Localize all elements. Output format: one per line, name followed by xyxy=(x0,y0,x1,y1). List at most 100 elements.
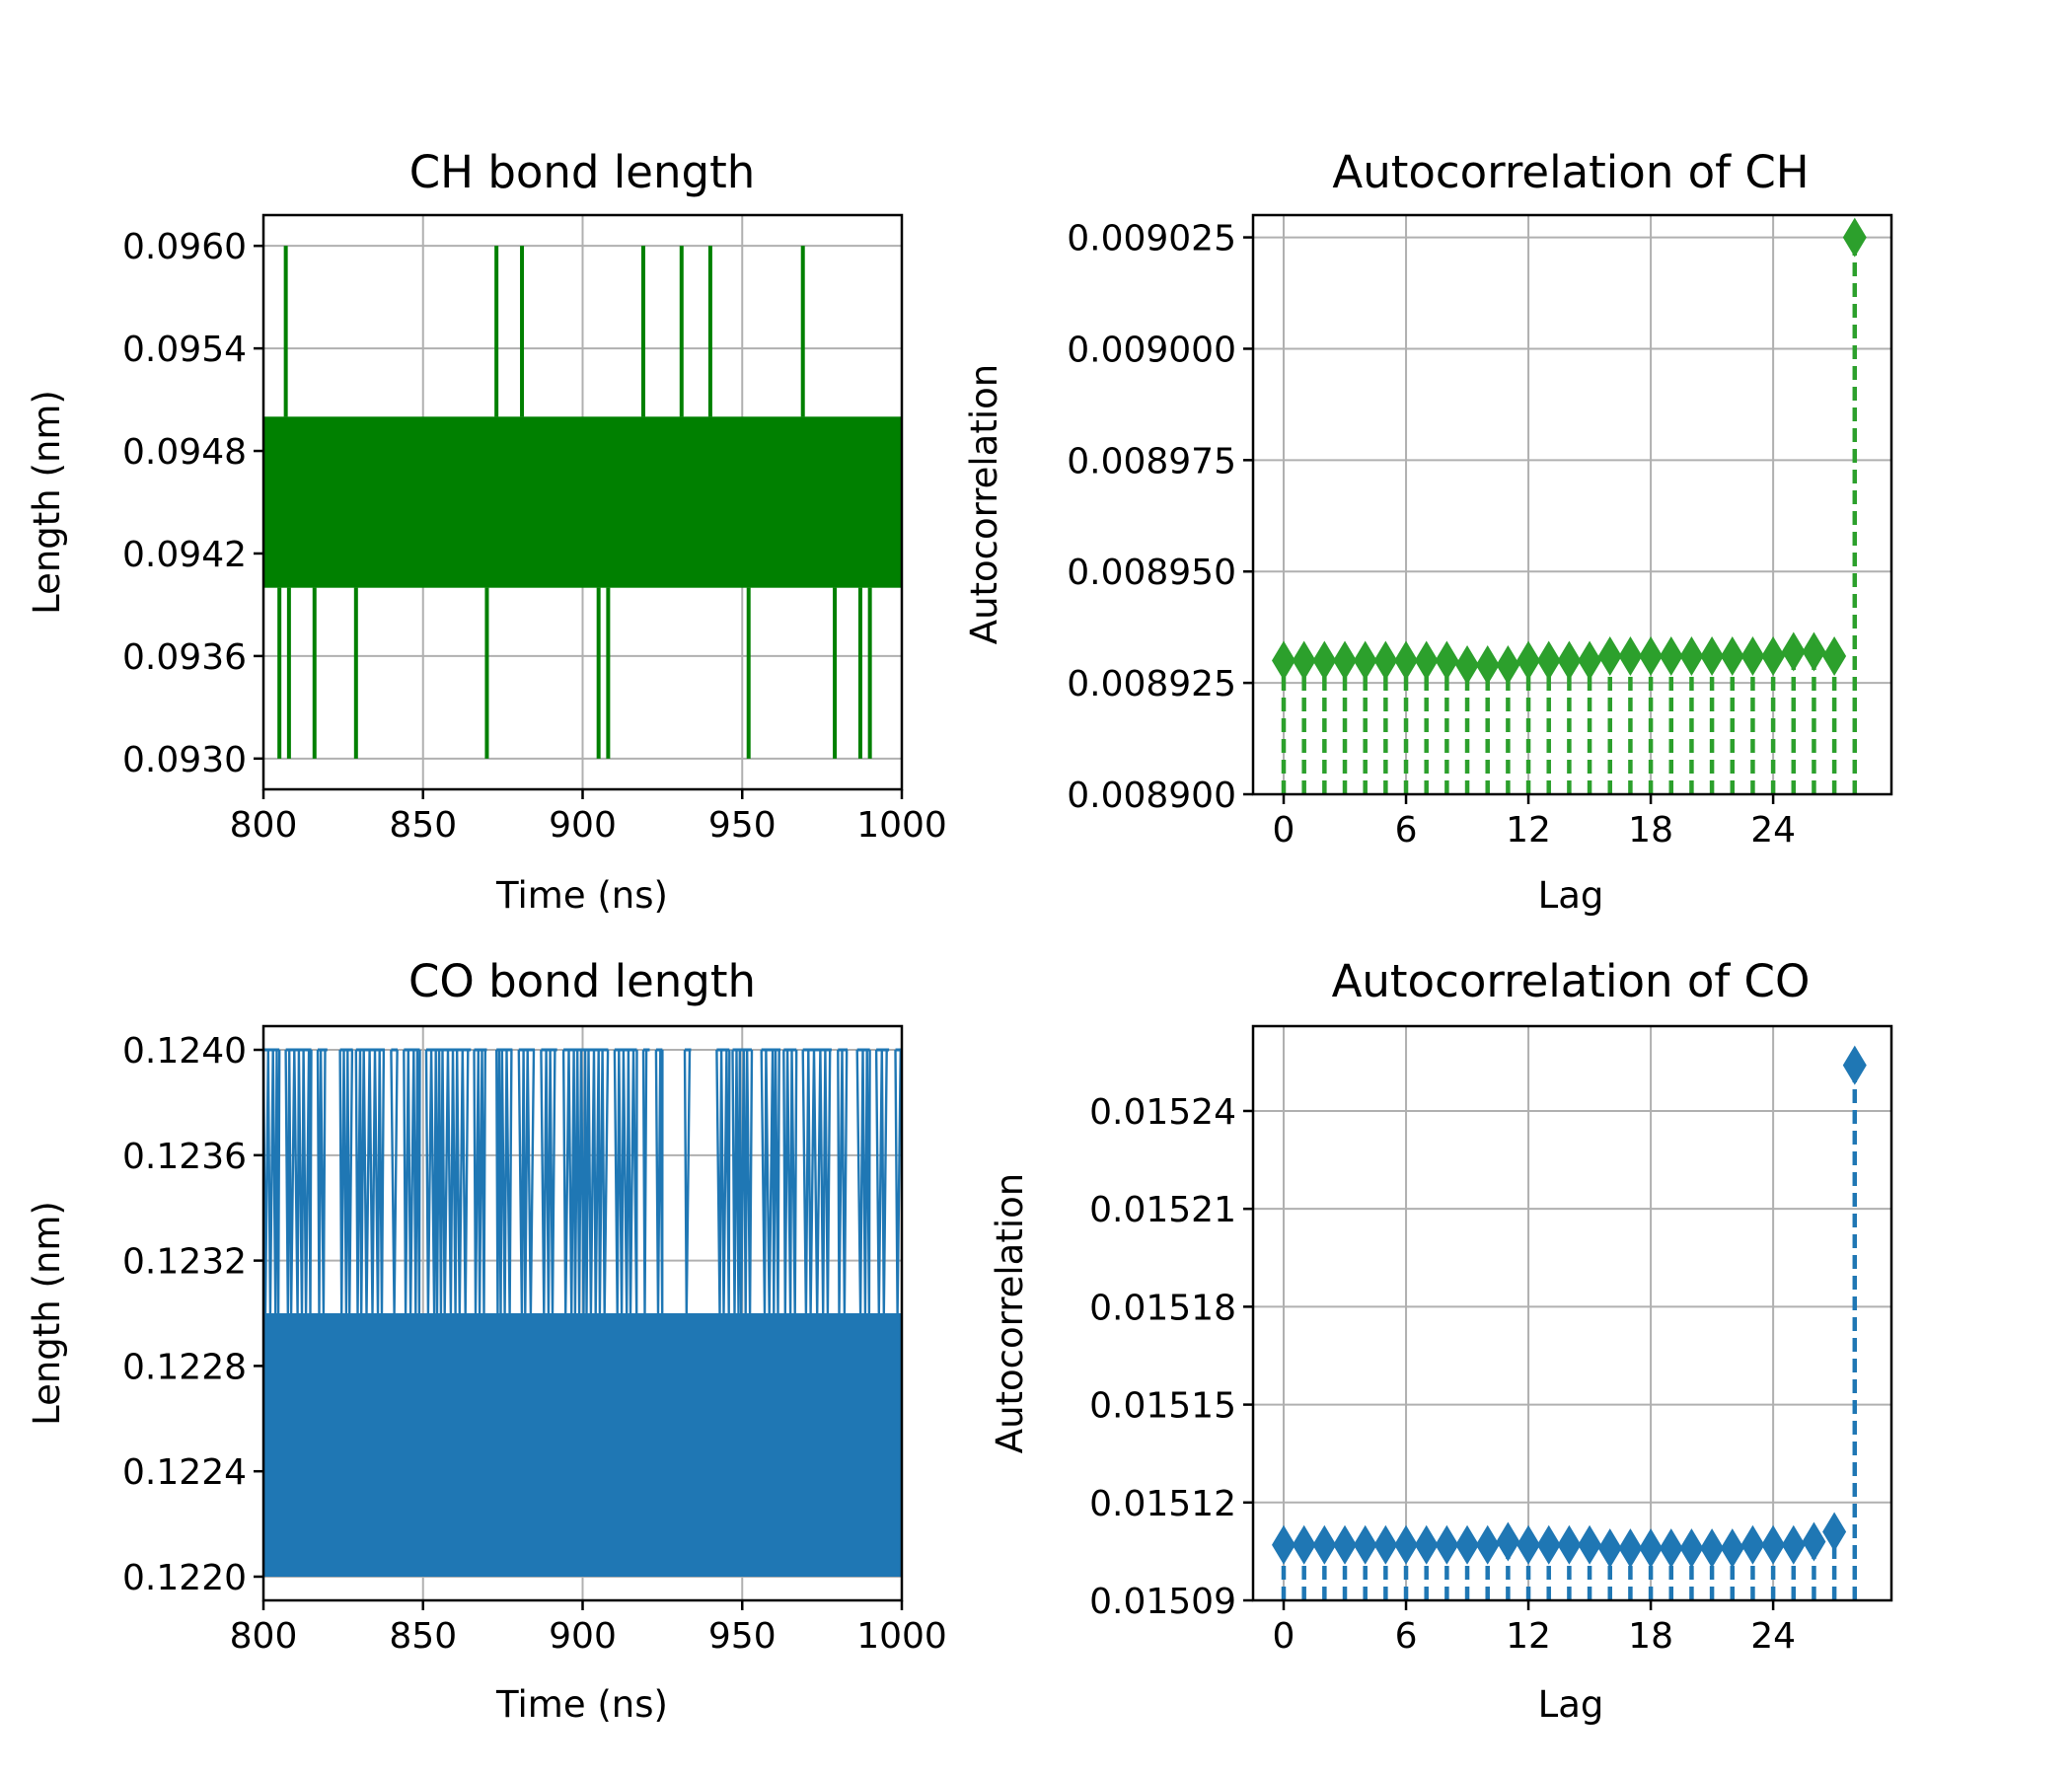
autocorrelation-marker xyxy=(1761,636,1786,677)
upper-state-segment xyxy=(760,1048,781,1314)
y-tick-label: 0.008975 xyxy=(1067,441,1236,481)
autocorrelation-marker xyxy=(1700,1528,1725,1569)
upper-state-segment xyxy=(424,1048,472,1314)
x-axis-label: Lag xyxy=(1538,1683,1604,1726)
autocorrelation-marker xyxy=(1578,1524,1602,1565)
y-axis-label: Autocorrelation xyxy=(989,1173,1031,1453)
chart-title: CH bond length xyxy=(409,146,756,198)
tick-layer: 800 850 900 950 1000 0.1220 0.1224 0.1228 0.1232… xyxy=(122,1031,947,1657)
x-tick-label: 800 xyxy=(230,1616,298,1657)
panel-autocorrelation-co: Autocorrelation of CO 0 6 12 18 24 0.01509 0.0… xyxy=(989,955,1893,1726)
y-tick-label: 0.01521 xyxy=(1089,1190,1236,1230)
upper-state-segment xyxy=(782,1049,798,1314)
x-tick-label: 24 xyxy=(1750,1616,1796,1657)
upper-state-segment xyxy=(540,1048,557,1314)
data-layer xyxy=(262,246,903,759)
autocorrelation-marker xyxy=(1597,636,1622,677)
autocorrelation-marker xyxy=(1536,1524,1561,1565)
autocorrelation-marker xyxy=(1822,636,1847,677)
autocorrelation-marker xyxy=(1496,645,1520,686)
autocorrelation-marker xyxy=(1292,1524,1316,1565)
autocorrelation-marker xyxy=(1842,1045,1867,1085)
x-tick-label: 6 xyxy=(1395,810,1418,851)
x-axis-label: Time (ns) xyxy=(495,1683,668,1726)
autocorrelation-marker xyxy=(1373,640,1398,681)
x-axis-label: Time (ns) xyxy=(495,874,668,917)
x-tick-label: 0 xyxy=(1273,810,1295,851)
autocorrelation-marker xyxy=(1455,1524,1480,1565)
autocorrelation-marker xyxy=(1761,1524,1786,1565)
y-tick-label: 0.0936 xyxy=(122,637,247,678)
y-tick-label: 0.0930 xyxy=(122,740,247,780)
x-tick-label: 18 xyxy=(1628,1616,1673,1657)
autocorrelation-marker xyxy=(1802,631,1826,672)
panel-co-bond-length: CO bond length 800 850 900 950 1000 0.1220 0.1… xyxy=(26,955,947,1726)
data-layer xyxy=(261,1048,903,1578)
y-tick-label: 0.0960 xyxy=(122,227,247,267)
panel-autocorrelation-ch: Autocorrelation of CH 0 6 12 18 24 0.008900 0.… xyxy=(963,146,1893,917)
x-axis-label: Lag xyxy=(1538,874,1604,917)
autocorrelation-marker xyxy=(1781,631,1806,672)
upper-state-segment xyxy=(338,1048,354,1314)
bond-length-band xyxy=(263,1313,902,1577)
autocorrelation-marker xyxy=(1679,636,1704,677)
x-tick-label: 6 xyxy=(1395,1616,1418,1657)
autocorrelation-marker xyxy=(1517,640,1541,681)
chart-title: Autocorrelation of CH xyxy=(1332,146,1809,198)
autocorrelation-marker xyxy=(1700,636,1725,677)
x-tick-label: 1000 xyxy=(856,805,947,846)
autocorrelation-marker xyxy=(1536,640,1561,681)
y-tick-label: 0.01509 xyxy=(1089,1582,1236,1622)
y-tick-label: 0.01515 xyxy=(1089,1386,1236,1427)
x-tick-label: 850 xyxy=(389,1616,457,1657)
x-tick-label: 900 xyxy=(549,1616,617,1657)
autocorrelation-marker xyxy=(1292,640,1316,681)
autocorrelation-marker xyxy=(1455,645,1480,686)
plot-frame xyxy=(261,213,904,791)
x-tick-label: 950 xyxy=(708,805,777,846)
autocorrelation-marker xyxy=(1414,640,1439,681)
autocorrelation-marker xyxy=(1353,1524,1377,1565)
y-tick-label: 0.1232 xyxy=(122,1242,247,1283)
y-tick-label: 0.008950 xyxy=(1067,553,1236,593)
autocorrelation-marker xyxy=(1659,636,1683,677)
autocorrelation-marker xyxy=(1720,636,1744,677)
x-tick-label: 900 xyxy=(549,805,617,846)
x-tick-label: 24 xyxy=(1750,810,1796,851)
upper-state-segment xyxy=(354,1048,386,1314)
autocorrelation-marker xyxy=(1618,1528,1643,1569)
plot-frame xyxy=(1251,213,1893,796)
autocorrelation-marker xyxy=(1597,1528,1622,1569)
bond-length-band xyxy=(263,416,902,588)
upper-state-segment xyxy=(561,1048,610,1314)
autocorrelation-marker xyxy=(1333,640,1358,681)
panel-ch-bond-length: CH bond length 800 850 900 950 1000 0.0930 0.0… xyxy=(26,146,947,917)
chart-title: CO bond length xyxy=(408,955,756,1007)
autocorrelation-marker xyxy=(1822,1512,1847,1552)
autocorrelation-marker xyxy=(1679,1528,1704,1569)
plot-frame xyxy=(261,1024,904,1602)
upper-state-segment xyxy=(517,1048,536,1314)
autocorrelation-marker xyxy=(1802,1521,1826,1562)
autocorrelation-marker xyxy=(1435,640,1459,681)
upper-state-segment xyxy=(473,1048,487,1314)
autocorrelation-marker xyxy=(1740,636,1765,677)
y-tick-label: 0.1224 xyxy=(122,1452,247,1493)
tick-layer: 800 850 900 950 1000 0.0930 0.0936 0.0942 0.0948… xyxy=(122,227,947,846)
upper-state-segment xyxy=(654,1049,664,1314)
y-tick-label: 0.0942 xyxy=(122,535,247,575)
y-tick-label: 0.0948 xyxy=(122,432,247,473)
autocorrelation-marker xyxy=(1272,640,1296,681)
data-layer xyxy=(1272,217,1867,794)
y-tick-label: 0.01518 xyxy=(1089,1288,1236,1328)
upper-state-segment xyxy=(801,1048,832,1314)
autocorrelation-marker xyxy=(1781,1524,1806,1565)
tick-layer: 0 6 12 18 24 0.01509 0.01512 0.01515 0.01518 0.01… xyxy=(1089,1092,1796,1657)
upper-state-segment xyxy=(855,1049,871,1314)
autocorrelation-marker xyxy=(1475,645,1500,686)
autocorrelation-marker xyxy=(1557,640,1582,681)
upper-state-segment xyxy=(613,1049,638,1314)
autocorrelation-marker xyxy=(1842,217,1867,258)
data-layer xyxy=(1272,1045,1867,1600)
